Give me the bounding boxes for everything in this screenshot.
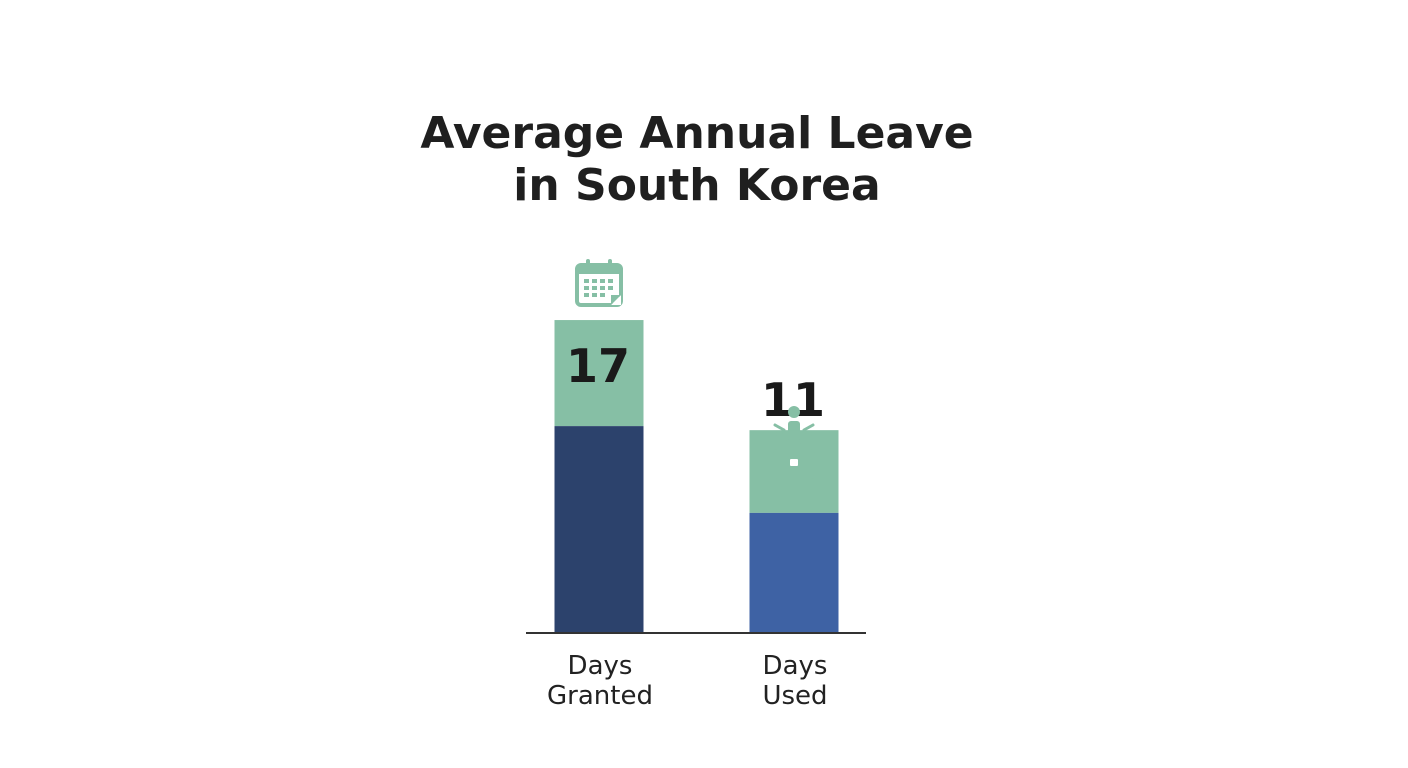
- bar-days-granted-top-segment: [554, 320, 644, 427]
- category-label-days-used-line-1: Days: [763, 651, 828, 681]
- chart-title-line-2: in South Korea: [513, 160, 881, 211]
- bar-days-granted-bottom-segment: [554, 426, 644, 632]
- value-label-days-granted: 17: [566, 339, 630, 393]
- chart-title-line-1: Average Annual Leave: [420, 108, 974, 159]
- chart-title: Average Annual Leave in South Korea: [0, 108, 1394, 212]
- bar-days-granted: [554, 320, 644, 632]
- value-label-days-used: 11: [761, 373, 825, 427]
- category-label-days-used-line-2: Used: [762, 681, 827, 711]
- category-label-days-granted-line-2: Granted: [547, 681, 653, 711]
- bar-days-used-bottom-segment: [749, 512, 839, 632]
- category-label-days-granted-line-1: Days: [568, 651, 633, 681]
- calendar-icon: [575, 259, 623, 307]
- vacation-briefcase-icon: [773, 406, 815, 479]
